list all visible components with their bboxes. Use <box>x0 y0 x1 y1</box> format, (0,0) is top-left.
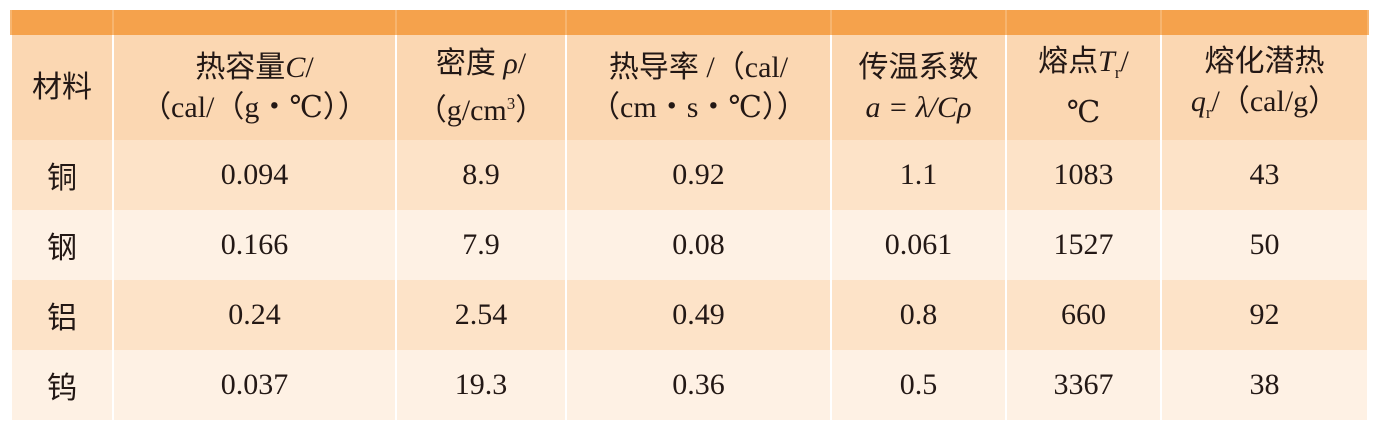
header-text: ） <box>515 94 546 127</box>
data-table: 材料 热容量C/ （cal/（g・℃）） 密度 ρ/ （g/cm3） 热导率 /… <box>10 10 1369 420</box>
value-cell: 0.49 <box>565 280 832 350</box>
table-body: 铜 0.094 8.9 0.92 1.1 1083 43 钢 0.166 7.9 0.08 0.061… <box>10 140 1369 420</box>
value-cell: 0.094 <box>112 140 397 210</box>
header-cell: 熔点Tr/ ℃ <box>1005 35 1162 140</box>
header-cell: 密度 ρ/ （g/cm3） <box>395 35 567 140</box>
material-cell: 钨 <box>10 350 114 420</box>
value-cell: 0.36 <box>565 350 832 420</box>
value-cell: 38 <box>1160 350 1369 420</box>
header-text: / <box>517 47 527 80</box>
value-cell: 92 <box>1160 280 1369 350</box>
value-cell: 0.92 <box>565 140 832 210</box>
table-row: 铝 0.24 2.54 0.49 0.8 660 92 <box>10 280 1369 350</box>
header-cell: 传温系数 a = λ/Cρ <box>830 35 1007 140</box>
header-text: C <box>285 50 306 84</box>
value-cell: 43 <box>1160 140 1369 210</box>
header-text: ρ <box>503 47 518 80</box>
table-row: 钨 0.037 19.3 0.36 0.5 3367 38 <box>10 350 1369 420</box>
header-cell: 熔化潜热 qr/（cal/g） <box>1160 35 1369 140</box>
header-text: r <box>1205 103 1212 122</box>
value-cell: 0.8 <box>830 280 1007 350</box>
header-cell: 热容量C/ （cal/（g・℃）） <box>112 35 397 140</box>
header-text: T <box>1098 45 1115 78</box>
value-cell: 660 <box>1005 280 1162 350</box>
material-cell: 钢 <box>10 210 114 280</box>
header-text: r <box>1114 63 1121 82</box>
header-text: a = λ/Cρ <box>865 90 972 124</box>
header-text: 密度 <box>435 47 504 80</box>
value-cell: 2.54 <box>395 280 567 350</box>
header-text: 热容量 <box>195 50 286 84</box>
value-cell: 1.1 <box>830 140 1007 210</box>
value-cell: 1083 <box>1005 140 1162 210</box>
header-text: 3 <box>506 94 516 113</box>
value-cell: 3367 <box>1005 350 1162 420</box>
value-cell: 0.037 <box>112 350 397 420</box>
value-cell: 0.08 <box>565 210 832 280</box>
header-text: （g/cm <box>416 94 507 127</box>
header-text: /（cal/g） <box>1211 85 1339 118</box>
header-text: 热导率 /（cal/ <box>608 50 789 84</box>
header-text: q <box>1190 85 1206 118</box>
header-text: 熔化潜热 <box>1204 45 1325 78</box>
header-cell: 热导率 /（cal/ （cm・s・℃）） <box>565 35 832 140</box>
value-cell: 0.5 <box>830 350 1007 420</box>
value-cell: 7.9 <box>395 210 567 280</box>
header-cell: 材料 <box>10 35 114 140</box>
header-text: （cm・s・℃）） <box>590 90 807 124</box>
header-text: 材料 <box>32 70 92 104</box>
top-band <box>10 10 1369 35</box>
header-text: / <box>1120 45 1129 78</box>
header-text: （cal/（g・℃）） <box>141 90 368 124</box>
value-cell: 50 <box>1160 210 1369 280</box>
table-row: 铜 0.094 8.9 0.92 1.1 1083 43 <box>10 140 1369 210</box>
material-cell: 铜 <box>10 140 114 210</box>
header-text: / <box>305 50 314 84</box>
value-cell: 8.9 <box>395 140 567 210</box>
table-row: 钢 0.166 7.9 0.08 0.061 1527 50 <box>10 210 1369 280</box>
header-text: ℃ <box>1066 96 1101 129</box>
material-cell: 铝 <box>10 280 114 350</box>
value-cell: 0.166 <box>112 210 397 280</box>
value-cell: 0.061 <box>830 210 1007 280</box>
table-container: 材料 热容量C/ （cal/（g・℃）） 密度 ρ/ （g/cm3） 热导率 /… <box>10 10 1369 420</box>
header-text: 熔点 <box>1038 45 1099 78</box>
header-text: 传温系数 <box>858 50 979 84</box>
header-row: 材料 热容量C/ （cal/（g・℃）） 密度 ρ/ （g/cm3） 热导率 /… <box>10 35 1369 140</box>
value-cell: 19.3 <box>395 350 567 420</box>
value-cell: 1527 <box>1005 210 1162 280</box>
value-cell: 0.24 <box>112 280 397 350</box>
